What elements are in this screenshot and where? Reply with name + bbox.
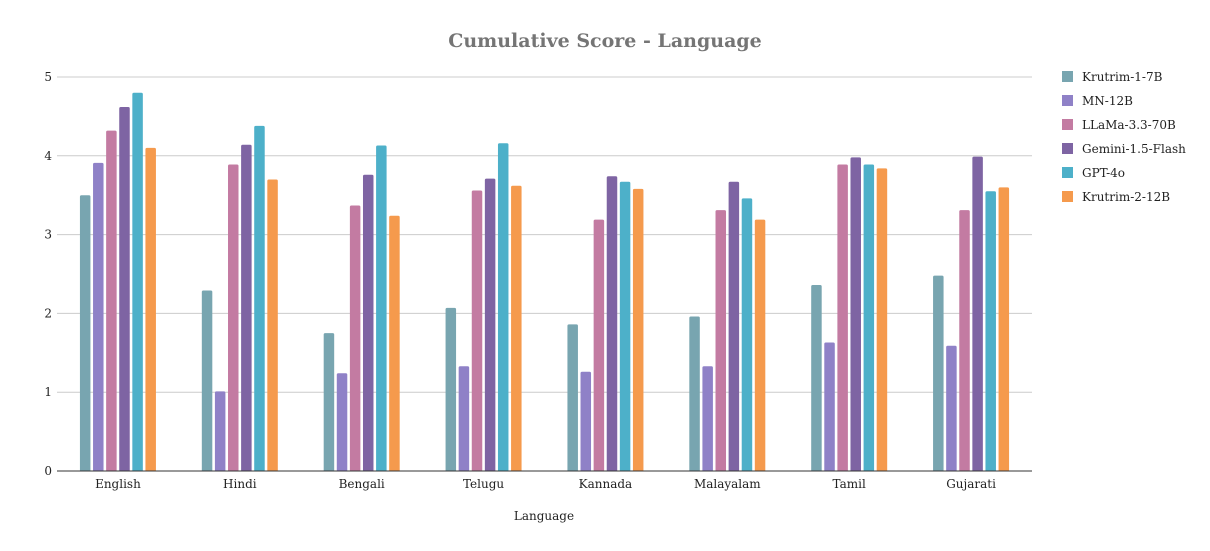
legend: Krutrim-1-7B MN-12B LLaMa-3.3-70B Gemini-1.… xyxy=(1062,70,1186,204)
legend-swatch xyxy=(1062,143,1073,154)
legend-label: GPT-4o xyxy=(1082,166,1125,180)
legend-label: Gemini-1.5-Flash xyxy=(1082,142,1186,156)
bar-malayalam-1 xyxy=(702,366,713,471)
bar-gujarati-3 xyxy=(972,156,983,471)
bar-kannada-2 xyxy=(593,219,605,471)
bar-english-4 xyxy=(132,92,143,471)
bar-bengali-5 xyxy=(389,215,400,471)
y-axis-ticks: 0 1 2 3 4 5 xyxy=(44,70,52,478)
bar-hindi-2 xyxy=(228,164,239,471)
bar-telugu-3 xyxy=(484,178,496,472)
bar-english-2 xyxy=(106,130,117,472)
y-tick-label: 3 xyxy=(44,228,52,242)
x-tick-label: Tamil xyxy=(833,477,866,491)
bar-gujarati-0 xyxy=(933,275,944,471)
legend-label: Krutrim-2-12B xyxy=(1082,190,1170,204)
bar-tamil-0 xyxy=(811,285,822,471)
legend-swatch xyxy=(1062,191,1073,202)
bar-bengali-4 xyxy=(376,145,387,471)
x-tick-label: Kannada xyxy=(579,477,633,491)
bar-telugu-2 xyxy=(471,190,483,472)
bar-tamil-1 xyxy=(824,342,835,471)
bar-malayalam-0 xyxy=(689,316,700,471)
bar-gujarati-1 xyxy=(946,345,957,471)
bar-tamil-5 xyxy=(876,168,888,471)
x-tick-label: Malayalam xyxy=(694,477,761,491)
y-tick-label: 0 xyxy=(44,464,52,478)
y-tick-label: 4 xyxy=(44,149,52,163)
bar-telugu-1 xyxy=(458,366,470,471)
bar-gujarati-2 xyxy=(959,210,970,471)
y-tick-label: 2 xyxy=(44,306,52,320)
bar-bengali-3 xyxy=(362,174,374,471)
bar-malayalam-5 xyxy=(754,219,766,471)
legend-swatch xyxy=(1062,95,1073,106)
bar-telugu-4 xyxy=(497,143,509,471)
bar-series xyxy=(79,92,1010,472)
bar-tamil-4 xyxy=(863,164,875,471)
y-tick-label: 5 xyxy=(44,70,52,84)
bar-kannada-1 xyxy=(580,371,592,471)
bar-telugu-5 xyxy=(511,185,522,471)
bar-bengali-2 xyxy=(349,205,361,471)
x-tick-label: Hindi xyxy=(223,477,257,491)
legend-swatch xyxy=(1062,71,1073,82)
bar-kannada-4 xyxy=(619,181,631,471)
legend-label: MN-12B xyxy=(1082,94,1133,108)
bar-hindi-1 xyxy=(214,391,226,471)
bar-kannada-3 xyxy=(606,176,618,471)
legend-label: LLaMa-3.3-70B xyxy=(1082,118,1176,132)
legend-label: Krutrim-1-7B xyxy=(1082,70,1163,84)
bar-gujarati-4 xyxy=(985,191,996,471)
bar-kannada-0 xyxy=(567,324,578,471)
bar-english-3 xyxy=(119,106,130,471)
x-axis-ticks: English Hindi Bengali Telugu Kannada Malayala… xyxy=(95,477,996,491)
bar-tamil-2 xyxy=(837,164,848,471)
x-tick-label: Gujarati xyxy=(946,477,996,491)
bar-kannada-5 xyxy=(632,188,644,471)
bar-hindi-4 xyxy=(254,125,265,471)
bar-bengali-0 xyxy=(323,333,335,471)
bar-malayalam-2 xyxy=(715,210,727,471)
bar-bengali-1 xyxy=(336,373,348,471)
x-tick-label: English xyxy=(95,477,141,491)
bar-malayalam-4 xyxy=(741,198,753,472)
x-axis-title: Language xyxy=(514,509,574,523)
y-tick-label: 1 xyxy=(44,385,52,399)
legend-swatch xyxy=(1062,167,1073,178)
x-tick-label: Telugu xyxy=(463,477,504,491)
bar-english-0 xyxy=(79,195,91,471)
legend-swatch xyxy=(1062,119,1073,130)
bar-hindi-0 xyxy=(201,290,213,471)
bar-telugu-0 xyxy=(445,307,457,471)
bar-gujarati-5 xyxy=(998,187,1010,471)
bar-hindi-5 xyxy=(267,179,278,471)
chart-title: Cumulative Score - Language xyxy=(448,30,762,52)
bar-tamil-3 xyxy=(850,157,861,471)
bar-hindi-3 xyxy=(241,144,252,471)
bar-english-5 xyxy=(145,147,156,472)
bar-english-1 xyxy=(93,162,104,471)
x-tick-label: Bengali xyxy=(339,477,385,491)
bar-malayalam-3 xyxy=(728,181,740,471)
